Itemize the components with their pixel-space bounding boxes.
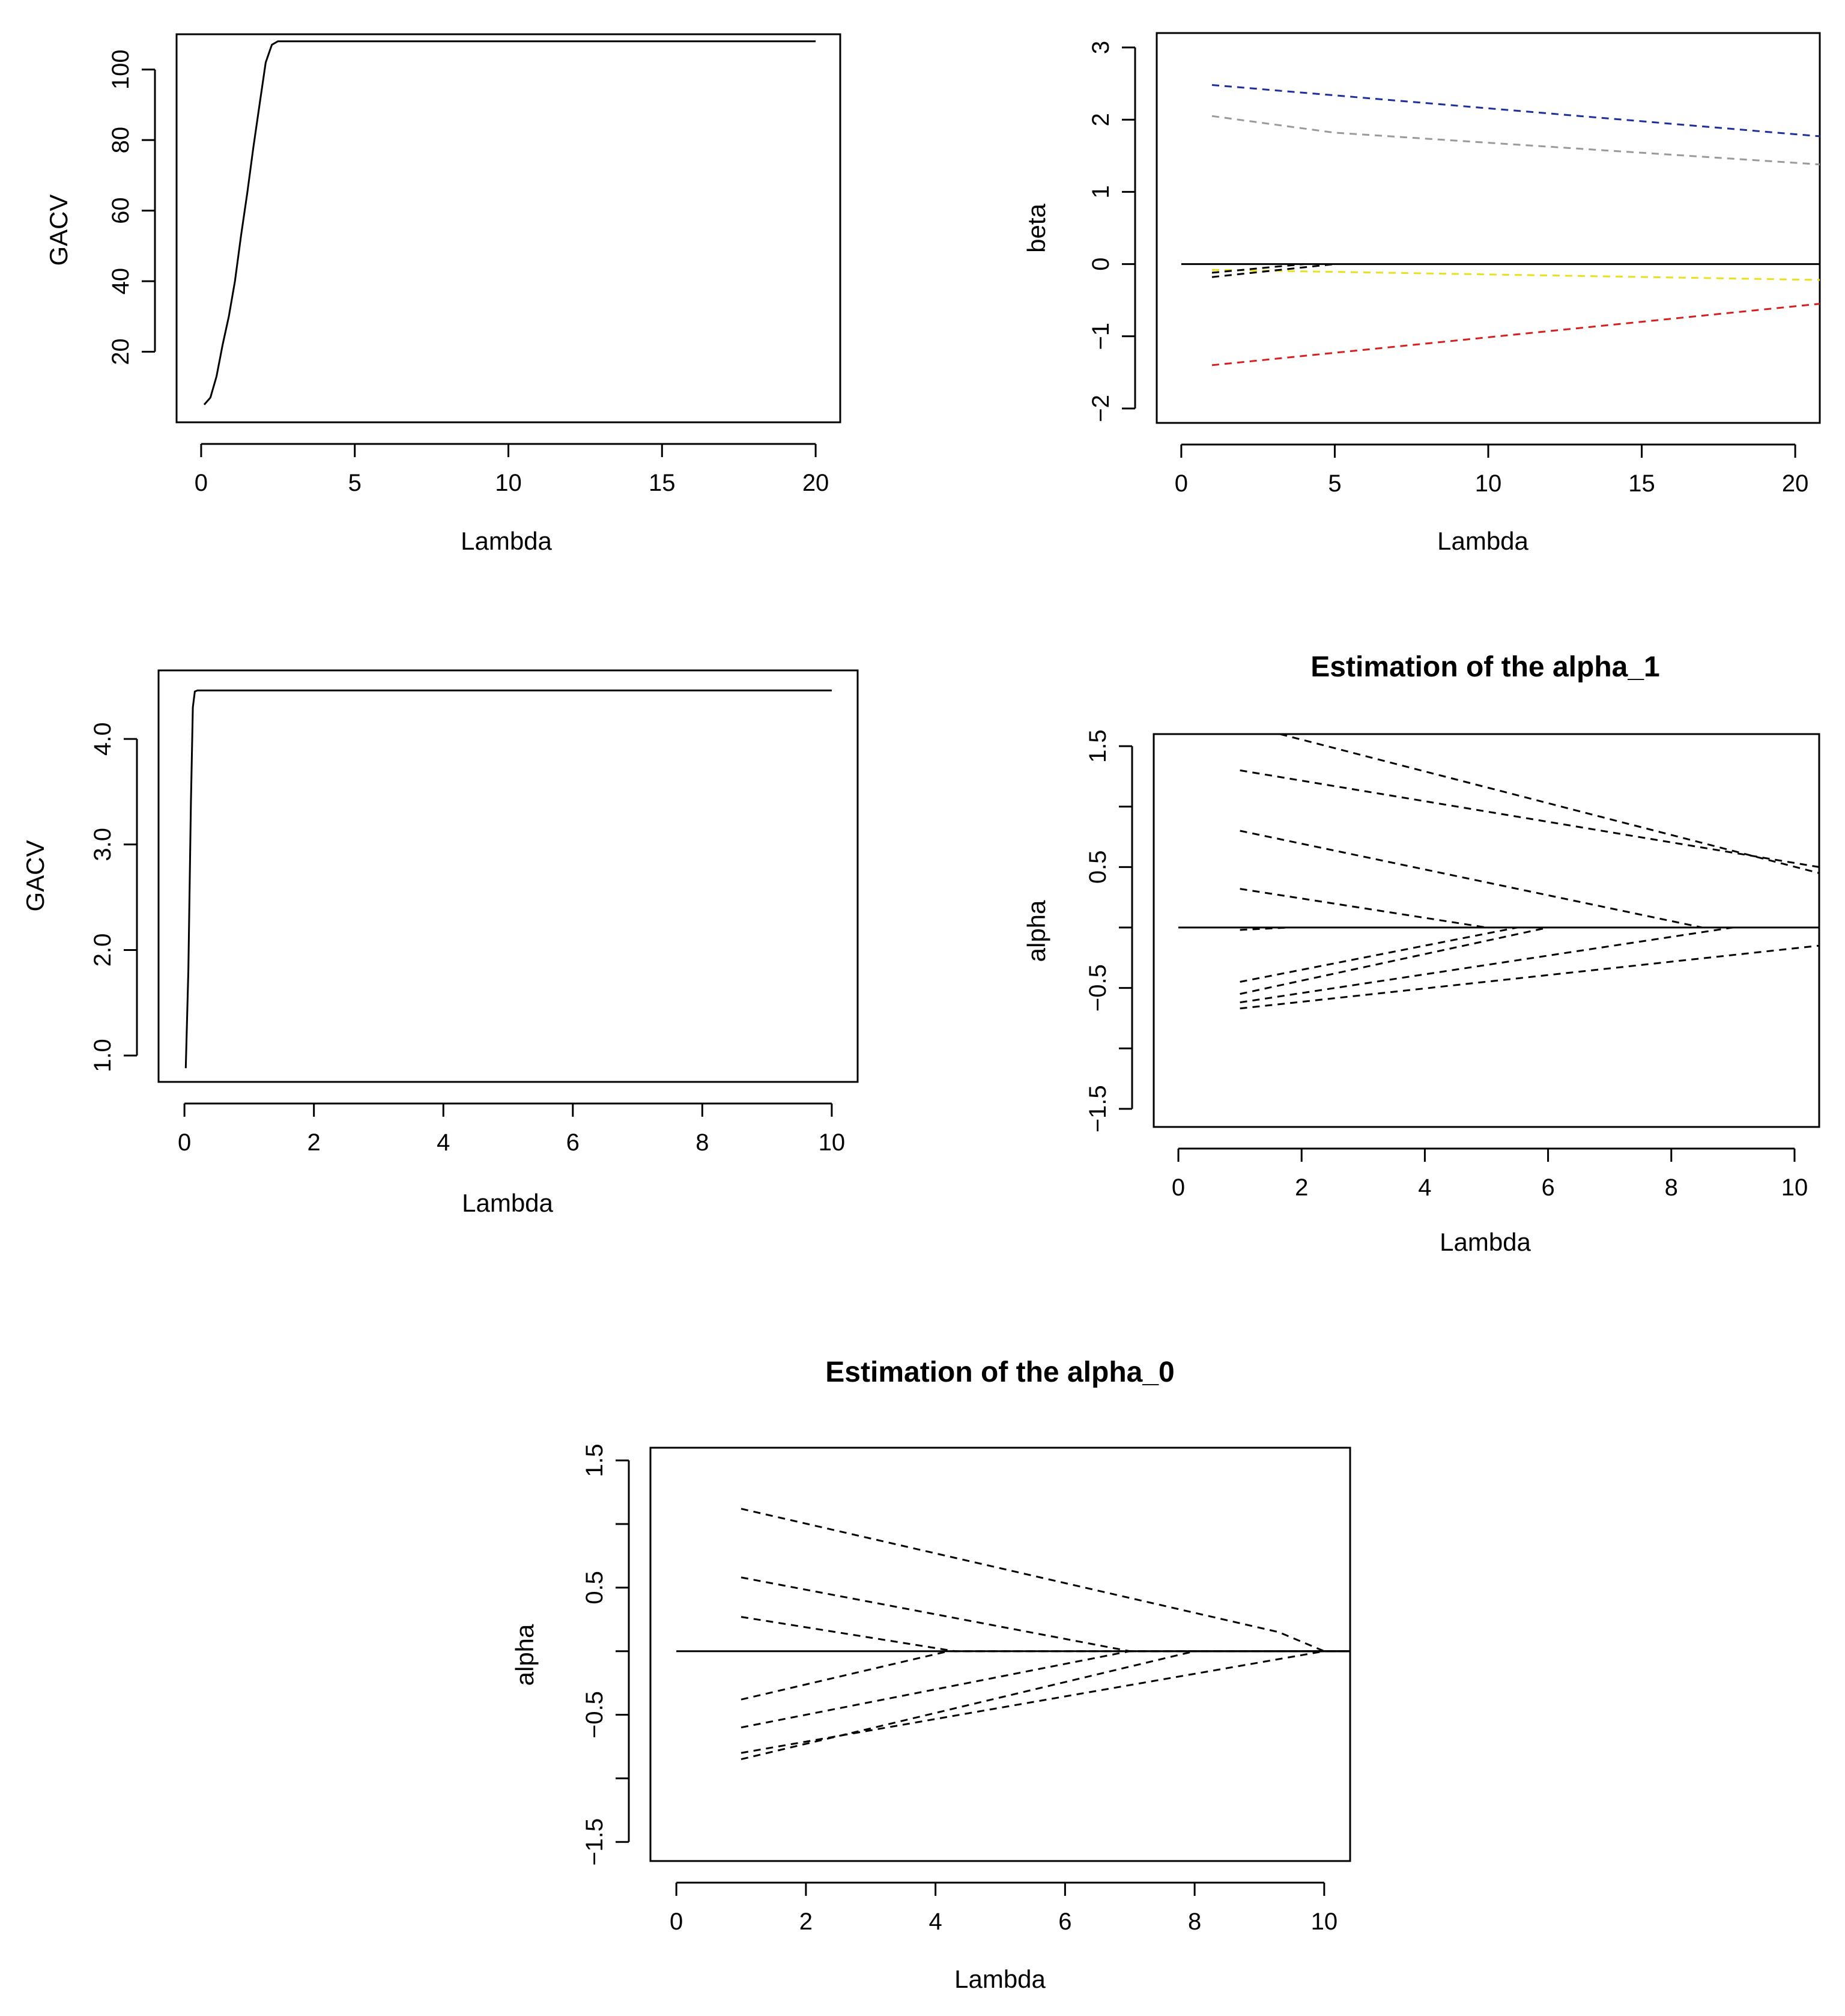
x-tick-label: 5 (1328, 470, 1341, 497)
x-tick-label: 15 (1628, 470, 1655, 497)
x-tick-label: 10 (1781, 1174, 1808, 1201)
x-tick-label: 10 (495, 470, 522, 496)
series-line-n2 (1240, 926, 1819, 995)
x-tick-label: 8 (1665, 1174, 1678, 1201)
x-axis-label: Lambda (1437, 527, 1528, 555)
series-line-red (1211, 303, 1820, 366)
chart-title: Estimation of the alpha_1 (1310, 651, 1659, 683)
y-axis-label: GACV (44, 194, 73, 266)
y-tick-label: 4.0 (89, 722, 116, 756)
x-tick-label: 4 (437, 1129, 450, 1156)
x-tick-label: 8 (1188, 1908, 1201, 1935)
series-line-black-b (1211, 263, 1335, 278)
y-axis-label: beta (1022, 203, 1050, 252)
x-axis-label: Lambda (461, 527, 552, 555)
series-line-n4 (741, 1650, 1350, 1761)
series-line-n4 (1240, 944, 1820, 1010)
series-line-p1 (1279, 733, 1820, 874)
x-tick-label: 0 (670, 1908, 683, 1935)
y-tick-label: 1.5 (581, 1444, 608, 1477)
x-tick-label: 10 (819, 1129, 846, 1156)
y-tick-label: −1.5 (1085, 1085, 1111, 1132)
x-tick-label: 2 (1295, 1174, 1308, 1201)
x-tick-label: 20 (1782, 470, 1809, 497)
y-tick-label: 60 (108, 197, 134, 224)
series-line-n1 (741, 1650, 1350, 1701)
x-tick-label: 0 (195, 470, 208, 496)
x-tick-label: 6 (1058, 1908, 1071, 1935)
series-line-p1 (741, 1508, 1325, 1653)
x-axis-label: Lambda (1440, 1228, 1531, 1256)
series-line-p2 (741, 1576, 1350, 1653)
series-line-n2 (741, 1650, 1350, 1729)
y-tick-label: 0 (1088, 257, 1114, 270)
series-line-grey (1211, 115, 1820, 166)
x-tick-label: 5 (348, 470, 362, 496)
x-axis-label: Lambda (954, 1965, 1046, 1993)
y-tick-label: 0.5 (581, 1571, 608, 1605)
y-tick-label: −1 (1088, 323, 1114, 350)
y-tick-label: 80 (108, 127, 134, 154)
y-tick-label: 0.5 (1085, 851, 1111, 884)
series-line-yellow (1211, 269, 1820, 281)
series-line-GACV (203, 40, 816, 405)
y-tick-label: 1 (1088, 185, 1114, 198)
chart-title: Estimation of the alpha_0 (825, 1356, 1174, 1388)
y-tick-label: 3 (1088, 41, 1114, 54)
y-tick-label: 40 (108, 268, 134, 295)
x-tick-label: 2 (799, 1908, 813, 1935)
y-tick-label: −0.5 (1085, 964, 1111, 1012)
x-tick-label: 2 (308, 1129, 321, 1156)
x-axis-label: Lambda (462, 1189, 553, 1217)
series-line-n3 (1240, 926, 1819, 1004)
x-tick-label: 10 (1311, 1908, 1338, 1935)
y-tick-label: −0.5 (581, 1691, 608, 1738)
plot-frame (1156, 32, 1821, 424)
panel-alpha1: Estimation of the alpha_1 Lambda alpha 0… (1022, 651, 1820, 1256)
x-tick-label: 6 (1541, 1174, 1554, 1201)
series-line-p3 (741, 1616, 1350, 1653)
series-line-black-a (1211, 263, 1304, 274)
x-tick-label: 0 (178, 1129, 191, 1156)
panel-alpha0: Estimation of the alpha_0 Lambda alpha 0… (510, 1356, 1351, 1993)
y-axis-label: GACV (21, 840, 49, 911)
y-tick-label: 100 (108, 49, 134, 90)
panel-gacv1: Lambda GACV 0 5 10 15 20 20 40 60 80 100 (44, 33, 841, 555)
plot-frame (157, 669, 859, 1083)
series-line-blue (1211, 84, 1820, 138)
x-tick-label: 4 (929, 1908, 942, 1935)
series-line-p3 (1240, 830, 1819, 929)
plot-frame (649, 1447, 1351, 1862)
panel-beta: Lambda beta 0 5 10 15 20 −2 −1 0 1 2 3 (1022, 32, 1821, 555)
series-line-GACV (184, 689, 832, 1069)
series-line-p4 (1240, 888, 1819, 929)
plot-frame (1153, 733, 1820, 1128)
panel-gacv2: Lambda GACV 0 2 4 6 8 10 1.0 2.0 3.0 4.0 (21, 669, 859, 1217)
y-tick-label: −2 (1088, 395, 1114, 422)
y-tick-label: −1.5 (581, 1818, 608, 1866)
y-tick-label: 3.0 (89, 828, 116, 861)
y-tick-label: 20 (108, 338, 134, 365)
x-tick-label: 0 (1175, 470, 1188, 497)
series-line-n3 (741, 1650, 1350, 1754)
y-tick-label: 1.5 (1085, 729, 1111, 763)
plot-frame (175, 33, 841, 424)
x-tick-label: 15 (649, 470, 676, 496)
x-tick-label: 10 (1475, 470, 1502, 497)
x-tick-label: 20 (802, 470, 829, 496)
y-tick-label: 2 (1088, 113, 1114, 126)
y-axis-label: alpha (510, 1624, 539, 1686)
x-tick-label: 0 (1172, 1174, 1185, 1201)
y-tick-label: 1.0 (89, 1039, 116, 1072)
series-line-p2 (1240, 769, 1820, 868)
y-axis-label: alpha (1022, 900, 1050, 962)
x-tick-label: 8 (695, 1129, 709, 1156)
x-tick-label: 6 (566, 1129, 580, 1156)
y-tick-label: 2.0 (89, 934, 116, 967)
series-line-p5 (1240, 926, 1289, 931)
x-tick-label: 4 (1418, 1174, 1431, 1201)
